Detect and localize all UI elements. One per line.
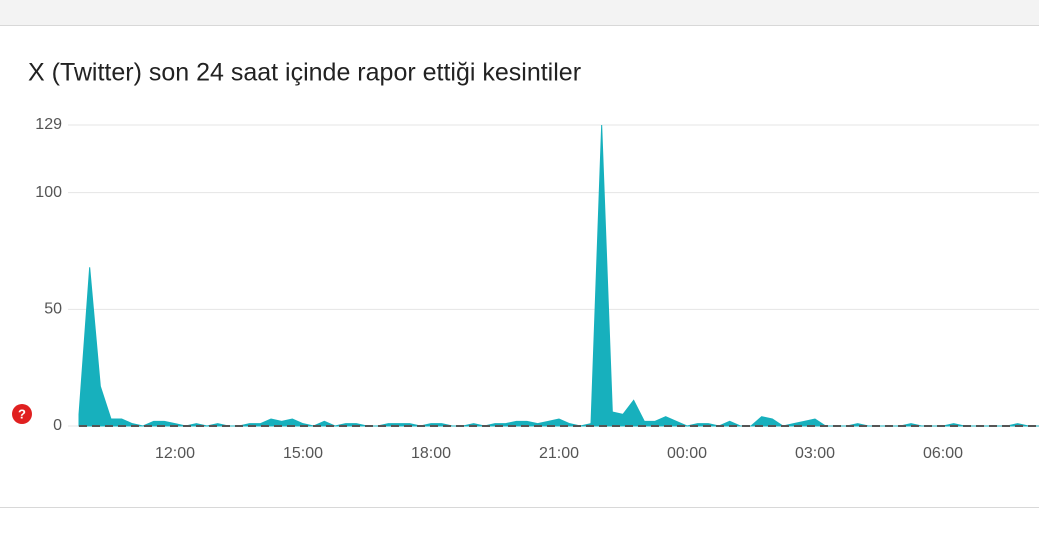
x-tick-label: 18:00 [411, 445, 451, 462]
help-icon-text: ? [18, 406, 26, 421]
y-tick-label: 0 [53, 417, 62, 434]
x-tick-label: 15:00 [283, 445, 323, 462]
x-tick-label: 12:00 [155, 445, 195, 462]
x-tick-label: 21:00 [539, 445, 579, 462]
top-bar [0, 0, 1039, 25]
chart-title: X (Twitter) son 24 saat içinde rapor ett… [28, 59, 581, 87]
area [78, 124, 1039, 427]
help-icon[interactable]: ? [12, 404, 32, 424]
y-tick-label: 50 [44, 301, 62, 318]
y-tick-label: 129 [35, 116, 62, 133]
y-tick-label: 100 [35, 184, 62, 201]
x-tick-label: 00:00 [667, 445, 707, 462]
help-icon-circle [12, 404, 32, 424]
x-tick-label: 06:00 [923, 445, 963, 462]
x-tick-label: 03:00 [795, 445, 835, 462]
